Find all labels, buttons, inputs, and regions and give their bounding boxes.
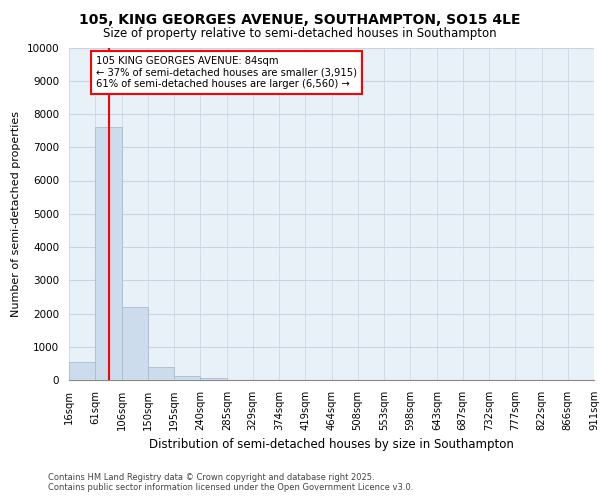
X-axis label: Distribution of semi-detached houses by size in Southampton: Distribution of semi-detached houses by … [149, 438, 514, 452]
Text: 105 KING GEORGES AVENUE: 84sqm
← 37% of semi-detached houses are smaller (3,915): 105 KING GEORGES AVENUE: 84sqm ← 37% of … [96, 56, 357, 89]
Bar [200, 378, 227, 380]
Text: Contains HM Land Registry data © Crown copyright and database right 2025.
Contai: Contains HM Land Registry data © Crown c… [48, 473, 413, 492]
Bar [148, 368, 174, 380]
Text: Size of property relative to semi-detached houses in Southampton: Size of property relative to semi-detach… [103, 28, 497, 40]
Bar [122, 307, 148, 380]
Bar [69, 362, 95, 380]
Bar [174, 376, 200, 380]
Text: 105, KING GEORGES AVENUE, SOUTHAMPTON, SO15 4LE: 105, KING GEORGES AVENUE, SOUTHAMPTON, S… [79, 12, 521, 26]
Bar [95, 128, 122, 380]
Y-axis label: Number of semi-detached properties: Number of semi-detached properties [11, 111, 21, 317]
